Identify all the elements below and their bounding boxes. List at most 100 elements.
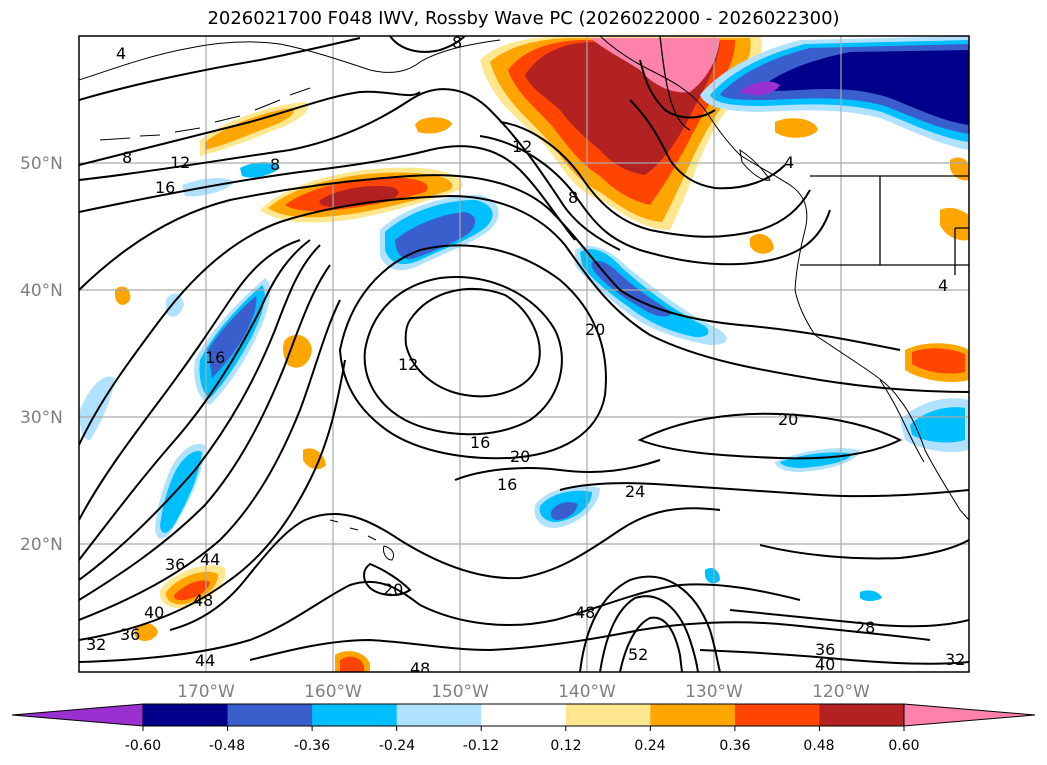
iwv-contour — [759, 539, 969, 560]
negative-anomaly-region-northeast — [740, 81, 780, 96]
colorbar-tick-label: 0.12 — [550, 738, 581, 754]
contour-label: 44 — [195, 651, 215, 670]
iwv-contour — [729, 609, 969, 628]
contour-label: 16 — [155, 178, 175, 197]
iwv-contour — [619, 616, 683, 672]
contour-label: 48 — [575, 603, 595, 622]
negative-anomaly-patch — [550, 502, 578, 520]
colorbar-tick-label: 0.60 — [888, 738, 919, 754]
positive-anomaly-patch — [283, 334, 312, 368]
iwv-contour — [639, 59, 716, 119]
contour-label: 8 — [452, 33, 462, 52]
map-title: 2026021700 F048 IWV, Rossby Wave PC (202… — [207, 8, 840, 29]
contour-label: 4 — [938, 276, 948, 295]
iwv-contour — [79, 580, 801, 663]
positive-anomaly-region-north — [590, 38, 720, 93]
iwv-contour — [79, 90, 421, 166]
colorbar-segment — [143, 704, 229, 726]
iwv-contour — [363, 562, 412, 596]
contour-label: 4 — [784, 153, 794, 172]
colorbar-frame — [142, 703, 905, 727]
contour-label: 12 — [512, 137, 532, 156]
contour-label: 16 — [497, 475, 517, 494]
alaska-coastline — [79, 39, 501, 81]
iwv-contour — [637, 412, 903, 460]
lon-label-160w: 160°W — [304, 682, 362, 702]
positive-anomaly-patch — [950, 157, 969, 181]
colorbar-segment — [312, 704, 398, 726]
vancouver-island — [739, 148, 771, 181]
contour-label: 20 — [778, 410, 798, 429]
positive-anomaly-patch — [115, 286, 131, 305]
contour-label: 16 — [205, 348, 225, 367]
contour-label: 36 — [165, 555, 185, 574]
contour-label: 20 — [383, 580, 403, 599]
colorbar-tick-label: -0.60 — [125, 738, 161, 754]
colorbar-segment — [819, 704, 905, 726]
positive-anomaly-patch — [912, 348, 965, 374]
lat-label-50n: 50°N — [20, 154, 63, 174]
iwv-contour — [79, 299, 341, 621]
contour-label: 44 — [200, 550, 220, 569]
contour-label: 24 — [625, 482, 645, 501]
contour-label: 4 — [116, 44, 126, 63]
contour-label: 40 — [144, 603, 164, 622]
coastlines — [79, 36, 969, 561]
positive-anomaly-patch — [205, 108, 294, 150]
colorbar-tick-label: 0.36 — [719, 738, 750, 754]
iwv-contour — [249, 621, 931, 661]
iwv-contour — [479, 135, 831, 266]
contour-label: 52 — [628, 645, 648, 664]
iwv-contour — [79, 174, 901, 351]
negative-anomaly-band — [208, 296, 257, 378]
lon-label-140w: 140°W — [558, 682, 616, 702]
contour-label: 32 — [86, 635, 106, 654]
colorbar-segment — [481, 704, 567, 726]
anomaly-shading — [79, 36, 969, 672]
hawaii-islands — [329, 519, 395, 561]
lon-label-130w: 130°W — [685, 682, 743, 702]
positive-anomaly-patch — [415, 117, 452, 134]
contour-label: 40 — [815, 655, 835, 674]
iwv-contours — [79, 36, 969, 672]
longitude-labels: 170°W 160°W 150°W 140°W 130°W 120°W — [177, 682, 870, 702]
colorbar-extend-high — [903, 703, 1036, 727]
colorbar-tick-label: -0.12 — [463, 738, 499, 754]
contour-label: 28 — [855, 618, 875, 637]
positive-anomaly-patch — [174, 580, 210, 601]
contour-label: 32 — [945, 650, 965, 669]
negative-anomaly-patch — [240, 162, 280, 178]
contour-label: 8 — [270, 155, 280, 174]
contour-label: 20 — [585, 320, 605, 339]
iwv-contour — [499, 121, 811, 238]
iwv-contour — [79, 264, 331, 601]
colorbar-tick-label: -0.48 — [209, 738, 245, 754]
iwv-contour — [404, 288, 541, 398]
contour-label: 36 — [120, 625, 140, 644]
iwv-contour — [599, 595, 699, 672]
alaska-border — [659, 36, 691, 131]
colorbar-ticks: -0.60 -0.48 -0.36 -0.24 -0.12 0.12 0.24 … — [125, 726, 920, 754]
colorbar-segment — [734, 704, 820, 726]
baja-california — [879, 379, 925, 463]
positive-anomaly-patch — [775, 118, 818, 138]
colorbar-segment — [650, 704, 736, 726]
negative-anomaly-band — [591, 260, 672, 317]
iwv-contour — [559, 482, 969, 498]
colorbar-extend-low — [11, 703, 144, 727]
iwv-contour — [79, 244, 321, 581]
iwv-contour — [338, 244, 607, 460]
contour-label: 8 — [122, 148, 132, 167]
contour-label: 36 — [815, 640, 835, 659]
positive-anomaly-patch — [340, 656, 364, 672]
iwv-contour — [79, 239, 311, 561]
graticule — [79, 36, 969, 672]
lon-label-170w: 170°W — [177, 682, 235, 702]
contour-label: 16 — [470, 433, 490, 452]
iwv-contour — [79, 88, 621, 251]
latitude-labels: 50°N 40°N 30°N 20°N — [20, 154, 63, 555]
state-border — [800, 176, 969, 275]
positive-anomaly-patch — [135, 623, 158, 641]
lon-label-120w: 120°W — [812, 682, 870, 702]
